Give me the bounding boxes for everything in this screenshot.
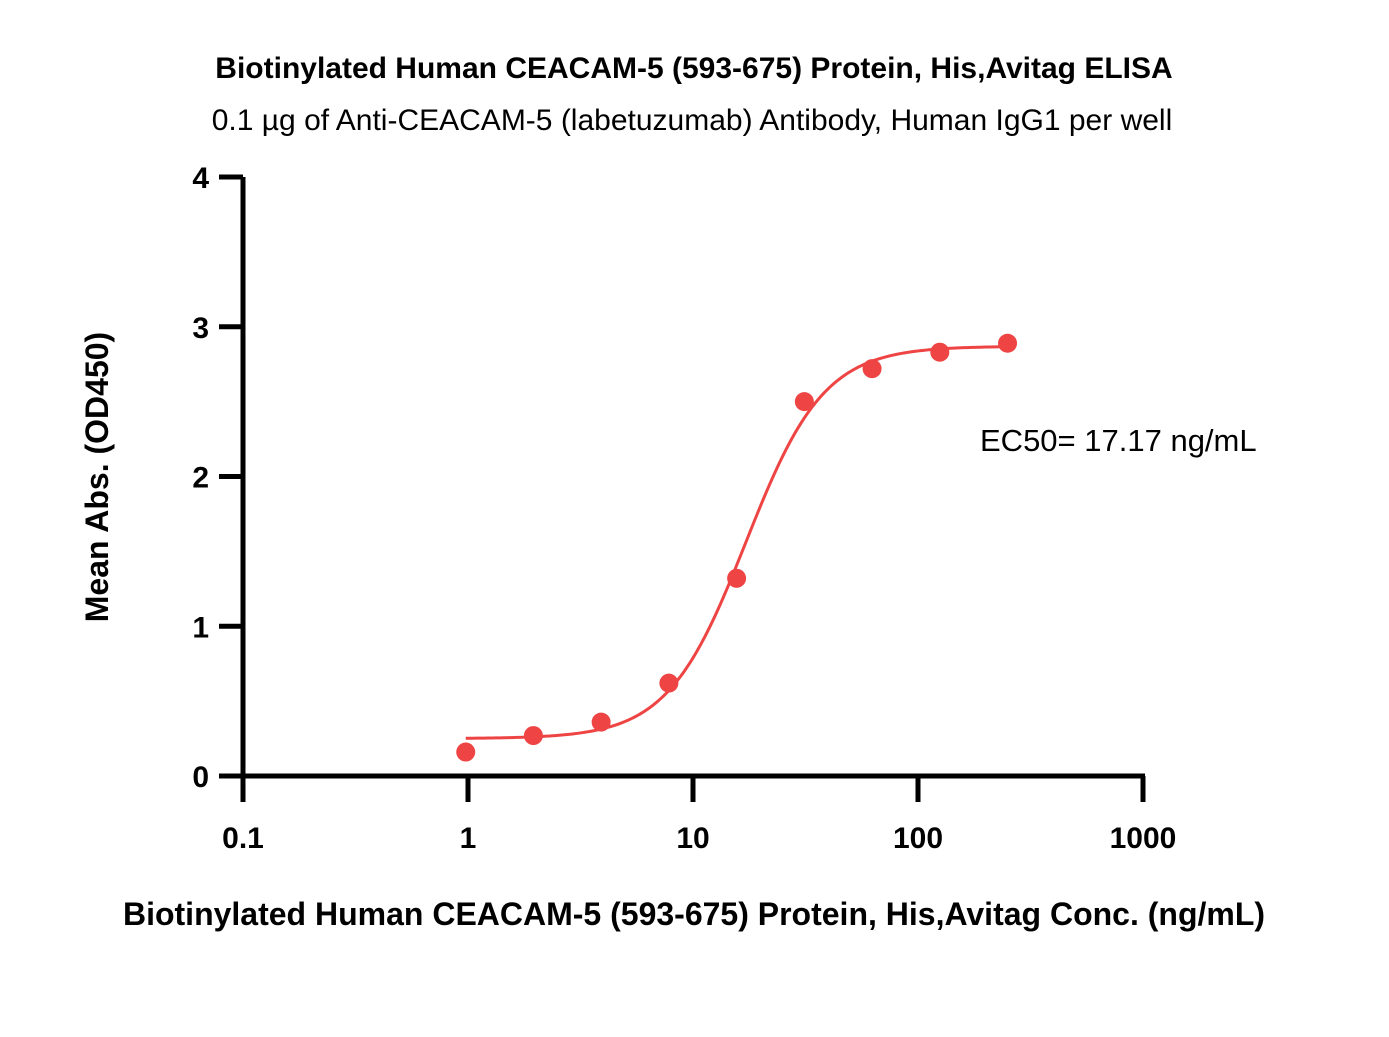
ticks: 0 1 2 3 4 0.1 1 10 100 1000 [192,162,1176,855]
data-point [523,726,543,746]
data-point [456,742,476,762]
data-point [930,342,950,362]
x-tick-label: 1 [460,822,477,855]
x-axis-label: Biotinylated Human CEACAM-5 (593-675) Pr… [123,896,1265,932]
x-tick-label: 10 [676,822,709,855]
ec50-annotation: EC50= 17.17 ng/mL [980,423,1257,458]
y-tick-label: 1 [192,611,209,644]
data-point [659,673,679,693]
data-point [862,359,882,379]
fit-curve [465,345,1008,740]
chart-title: Biotinylated Human CEACAM-5 (593-675) Pr… [215,52,1172,85]
data-point [727,568,747,588]
y-tick-label: 2 [192,462,209,495]
data-point [794,392,814,412]
chart-subtitle: 0.1 µg of Anti-CEACAM-5 (labetuzumab) An… [212,104,1173,137]
x-tick-label: 100 [893,822,943,855]
fit-curve-layer [465,345,1008,740]
y-tick-label: 3 [192,312,209,345]
data-point [591,712,611,732]
data-points-layer [456,333,1018,762]
data-point [998,333,1018,353]
axes [240,177,1145,779]
y-tick-label: 4 [192,162,209,195]
x-tick-label: 0.1 [222,822,264,855]
y-axis-label: Mean Abs. (OD450) [79,332,115,622]
x-tick-label: 1000 [1110,822,1177,855]
y-tick-label: 0 [192,761,209,794]
